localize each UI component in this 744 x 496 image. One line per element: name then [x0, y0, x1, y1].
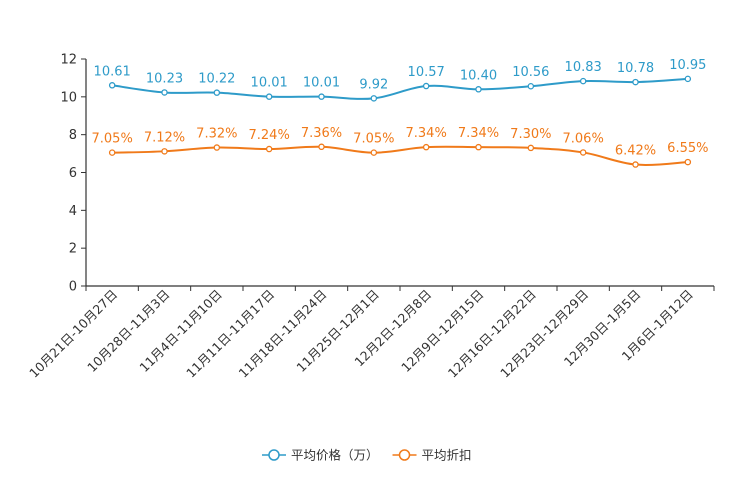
y-tick-label: 6 [69, 166, 77, 181]
y-tick-label: 0 [69, 280, 77, 295]
y-tick-label: 12 [60, 53, 77, 68]
data-point[interactable] [265, 93, 273, 100]
data-label: 10.22 [198, 72, 235, 87]
data-label: 7.12% [144, 130, 185, 145]
legend-label: 平均价格（万） [291, 448, 379, 463]
series-line [112, 77, 688, 100]
data-label: 7.34% [406, 126, 447, 141]
data-label: 7.32% [196, 127, 237, 142]
y-tick-label: 2 [69, 242, 77, 257]
legend: 平均价格（万） 平均折扣 [262, 448, 472, 463]
x-tick-label: 10月21日-10月27日 [26, 287, 120, 381]
data-label: 10.61 [94, 64, 131, 79]
data-label: 7.36% [301, 126, 342, 141]
data-point[interactable] [422, 143, 430, 151]
data-label: 7.24% [249, 128, 290, 143]
data-label: 10.01 [303, 76, 340, 91]
data-point[interactable] [213, 89, 221, 96]
data-point[interactable] [579, 149, 587, 156]
data-point[interactable] [161, 148, 168, 155]
data-label: 7.30% [510, 127, 551, 142]
y-tick-label: 4 [69, 204, 77, 219]
data-label: 10.57 [408, 65, 445, 80]
axes: 02468101210月21日-10月27日10月28日-11月3日11月4日-… [26, 53, 715, 381]
y-tick-label: 10 [60, 90, 77, 105]
data-point[interactable] [684, 158, 692, 166]
data-label: 10.83 [565, 60, 602, 75]
data-label: 9.92 [359, 77, 388, 92]
data-point[interactable] [318, 93, 325, 100]
series-line [112, 145, 688, 166]
data-point[interactable] [632, 78, 639, 86]
series-1: 10.61 10.23 10.22 10.01 10.01 9.92 10.57 10.40 1… [94, 58, 706, 102]
data-point[interactable] [370, 95, 378, 102]
legend-item-1[interactable]: 平均价格（万） [262, 448, 379, 463]
data-label: 10.01 [251, 76, 288, 91]
x-tick-label: 12月23日-12月29日 [497, 287, 591, 381]
series-2: 7.05% 7.12% 7.32% 7.24% 7.36% 7.05% 7.34% 7.34%… [92, 126, 708, 168]
data-label: 7.05% [353, 132, 394, 147]
data-label: 10.95 [669, 58, 706, 73]
data-point[interactable] [475, 143, 482, 151]
data-point[interactable] [684, 75, 692, 83]
legend-label: 平均折扣 [422, 448, 472, 463]
data-point[interactable] [161, 89, 168, 96]
data-point[interactable] [213, 144, 221, 151]
data-point[interactable] [108, 149, 116, 156]
x-tick-label: 11月18日-11月24日 [235, 287, 329, 381]
data-point[interactable] [318, 143, 325, 151]
data-label: 6.55% [667, 141, 708, 156]
y-tick-label: 8 [69, 128, 77, 143]
data-point[interactable] [632, 161, 639, 168]
legend-marker-icon [398, 449, 411, 461]
data-label: 7.34% [458, 126, 499, 141]
data-point[interactable] [265, 145, 273, 153]
data-point[interactable] [527, 82, 535, 90]
data-label: 10.23 [146, 71, 183, 86]
data-point[interactable] [370, 149, 378, 156]
x-tick-label: 12月16日-12月22日 [445, 287, 539, 381]
data-label: 6.42% [615, 144, 656, 159]
data-label: 7.06% [563, 131, 604, 146]
data-point[interactable] [579, 77, 587, 85]
x-tick-label: 11月11日-11月17日 [183, 287, 277, 381]
data-label: 7.05% [92, 132, 133, 147]
data-point[interactable] [108, 82, 116, 89]
legend-item-2[interactable]: 平均折扣 [392, 448, 472, 463]
data-label: 10.40 [460, 68, 497, 83]
data-point[interactable] [422, 82, 430, 90]
data-label: 10.56 [512, 65, 549, 80]
data-point[interactable] [475, 86, 482, 93]
data-point[interactable] [527, 144, 535, 152]
data-label: 10.78 [617, 61, 654, 76]
series-layer: 10.61 10.23 10.22 10.01 10.01 9.92 10.57 10.40 1… [92, 58, 708, 168]
legend-marker-icon [268, 449, 280, 461]
